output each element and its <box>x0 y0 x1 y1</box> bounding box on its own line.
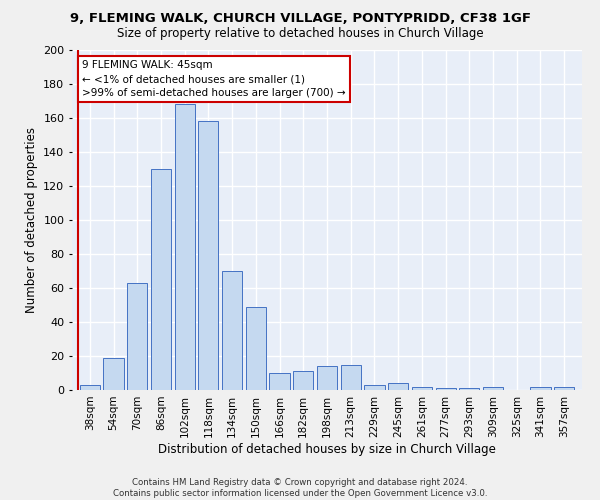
Bar <box>483 386 503 390</box>
X-axis label: Distribution of detached houses by size in Church Village: Distribution of detached houses by size … <box>158 442 496 456</box>
Bar <box>175 104 195 390</box>
Text: Size of property relative to detached houses in Church Village: Size of property relative to detached ho… <box>116 28 484 40</box>
Bar <box>412 386 432 390</box>
Bar <box>127 283 148 390</box>
Bar <box>269 373 290 390</box>
Bar <box>436 388 455 390</box>
Bar <box>80 385 100 390</box>
Bar <box>103 358 124 390</box>
Bar <box>554 386 574 390</box>
Bar <box>530 386 551 390</box>
Bar <box>459 388 479 390</box>
Bar <box>222 271 242 390</box>
Text: 9 FLEMING WALK: 45sqm
← <1% of detached houses are smaller (1)
>99% of semi-deta: 9 FLEMING WALK: 45sqm ← <1% of detached … <box>82 60 346 98</box>
Bar <box>199 122 218 390</box>
Bar <box>293 372 313 390</box>
Bar <box>317 366 337 390</box>
Text: Contains HM Land Registry data © Crown copyright and database right 2024.
Contai: Contains HM Land Registry data © Crown c… <box>113 478 487 498</box>
Y-axis label: Number of detached properties: Number of detached properties <box>25 127 38 313</box>
Bar <box>151 169 171 390</box>
Bar <box>364 385 385 390</box>
Text: 9, FLEMING WALK, CHURCH VILLAGE, PONTYPRIDD, CF38 1GF: 9, FLEMING WALK, CHURCH VILLAGE, PONTYPR… <box>70 12 530 26</box>
Bar <box>388 383 408 390</box>
Bar <box>341 364 361 390</box>
Bar <box>246 306 266 390</box>
